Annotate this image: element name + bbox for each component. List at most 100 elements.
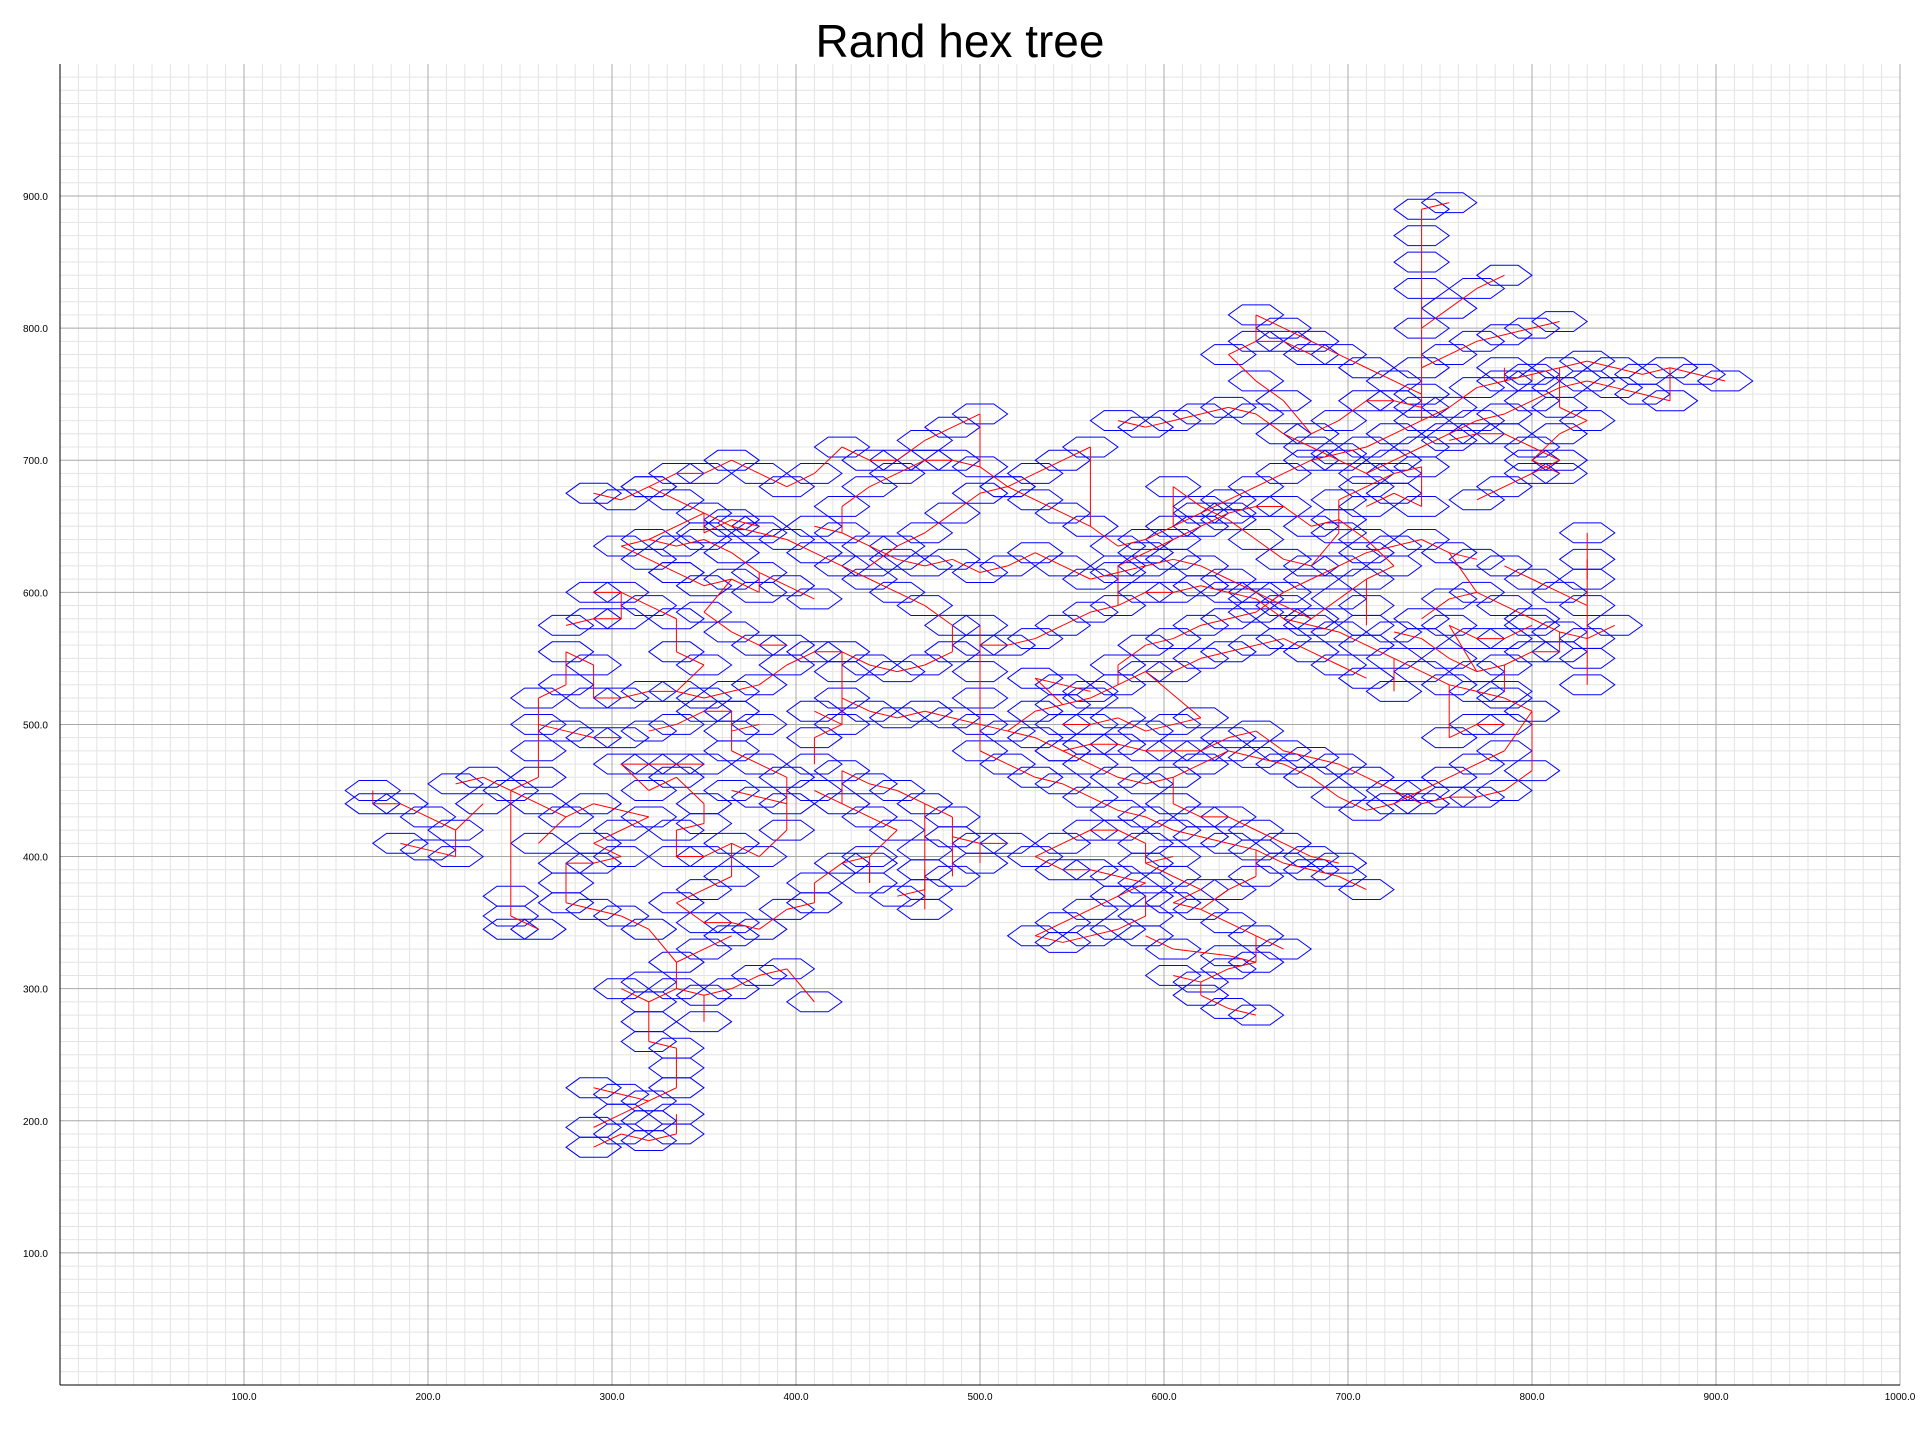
- hex-cell: [1144, 548, 1202, 570]
- tree-edge: [952, 836, 981, 844]
- tree-edge: [1117, 565, 1146, 574]
- tree-edge: [703, 988, 732, 996]
- hex-cell: [1337, 614, 1395, 636]
- hex-cell: [1061, 568, 1119, 590]
- tree-edge: [1393, 492, 1422, 507]
- hex-cell: [620, 720, 678, 742]
- hex-cell: [675, 1011, 733, 1033]
- hex-cell: [758, 529, 816, 550]
- tree-edge: [510, 776, 539, 791]
- hex-cell: [896, 793, 954, 815]
- tree-edge: [1090, 763, 1119, 778]
- hex-cell: [951, 714, 1009, 735]
- hex-cell: [647, 1037, 705, 1059]
- hex-cell: [647, 714, 705, 735]
- hex-cell: [896, 898, 954, 920]
- tree-edge: [1614, 367, 1643, 375]
- hex-cell: [1365, 555, 1423, 577]
- tree-edge: [703, 690, 732, 699]
- tree-edge: [676, 710, 705, 725]
- hex-cell: [1503, 608, 1561, 630]
- tree-edge: [979, 486, 1008, 494]
- hex-cell: [675, 522, 733, 544]
- tree-edge: [703, 578, 732, 613]
- tree-edge: [1228, 611, 1257, 620]
- hex-cell: [1117, 872, 1175, 894]
- hex-cell: [841, 449, 899, 471]
- tree-edge: [1090, 717, 1119, 725]
- tree-edge: [1449, 433, 1477, 441]
- tree-edge: [1283, 506, 1312, 527]
- tree-edge: [1255, 472, 1284, 488]
- hex-cell: [1089, 766, 1147, 788]
- hex-cell: [509, 714, 567, 735]
- tree-edge: [1366, 776, 1395, 791]
- tree-edge: [1311, 756, 1339, 765]
- tree-edge: [1090, 869, 1119, 877]
- tree-edge: [620, 591, 650, 606]
- tree-edge: [1172, 512, 1202, 527]
- tree-edge: [1393, 539, 1422, 547]
- tree-edge: [1173, 717, 1201, 725]
- tree-edge: [731, 975, 760, 990]
- tree-edge: [1448, 552, 1478, 593]
- tree-edge: [565, 618, 594, 626]
- tree-edge: [676, 651, 705, 666]
- tree-edge: [1228, 750, 1257, 758]
- hex-cell: [758, 958, 816, 980]
- tree-edge: [869, 578, 898, 593]
- tree-edge: [1449, 684, 1477, 692]
- tree-edge: [1338, 763, 1367, 778]
- tree-edge: [1255, 539, 1284, 560]
- tree-edge: [1476, 486, 1505, 501]
- tree-edge: [1255, 598, 1284, 620]
- tree-edge: [1448, 763, 1478, 778]
- hex-cell: [896, 700, 954, 722]
- tree-edge: [1255, 730, 1284, 752]
- tree-edge: [510, 915, 539, 930]
- tree-edge: [897, 710, 925, 719]
- hex-cell: [1061, 819, 1119, 841]
- tree-edge: [1117, 591, 1146, 606]
- tree-edge: [1421, 796, 1450, 805]
- hex-cell: [1420, 542, 1478, 564]
- tree-edge: [1228, 644, 1257, 653]
- hex-cell: [647, 819, 705, 841]
- tree-edge: [621, 690, 649, 699]
- hex-cell: [647, 1103, 705, 1125]
- tree-edge: [1283, 327, 1312, 342]
- tree-edge: [1449, 591, 1477, 600]
- hex-cell: [1641, 390, 1699, 412]
- tree-edge: [1255, 935, 1284, 950]
- hex-cell: [1034, 932, 1092, 953]
- tree-edge: [924, 803, 953, 818]
- tree-edge: [1172, 803, 1202, 818]
- x-tick-label: 500.0: [967, 1392, 992, 1403]
- hex-cell: [1172, 984, 1230, 1006]
- tree-edge: [1614, 387, 1643, 395]
- hex-cell: [1061, 601, 1119, 623]
- tree-edge: [1283, 400, 1312, 435]
- hex-cell: [1448, 489, 1506, 511]
- tree-edge: [1200, 506, 1229, 521]
- tree-edge: [1310, 565, 1340, 580]
- tree-edge: [869, 545, 898, 567]
- tree-edge: [1586, 624, 1616, 640]
- tree-edge: [1173, 948, 1229, 957]
- tree-edge: [1531, 433, 1560, 461]
- hex-cell: [1393, 251, 1451, 273]
- hex-cell: [1448, 581, 1506, 603]
- tree-edge: [841, 486, 870, 507]
- tree-edge: [1393, 420, 1422, 435]
- hex-cell: [1006, 489, 1064, 511]
- tree-edge: [1311, 869, 1339, 877]
- tree-edge: [924, 558, 953, 567]
- hex-cell: [1420, 727, 1478, 749]
- tree-edge: [1228, 1007, 1257, 1016]
- tree-edge: [593, 829, 622, 844]
- tree-edge: [1145, 935, 1174, 950]
- hex-cell: [620, 806, 678, 828]
- hex-cell: [1448, 330, 1506, 352]
- tree-edge: [1559, 591, 1588, 606]
- tree-edge: [731, 552, 760, 573]
